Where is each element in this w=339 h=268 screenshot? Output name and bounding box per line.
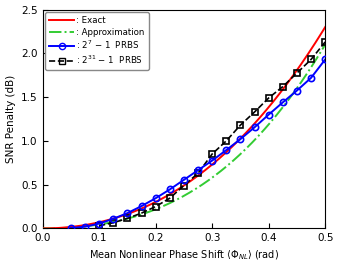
Y-axis label: SNR Penalty (dB): SNR Penalty (dB) — [5, 75, 16, 163]
X-axis label: Mean Nonlinear Phase Shift $\langle\Phi_{NL}\rangle$ (rad): Mean Nonlinear Phase Shift $\langle\Phi_… — [89, 249, 279, 262]
Legend: : Exact, : Approximation, : 2$^7$ − 1  PRBS, : 2$^{31}$ − 1  PRBS: : Exact, : Approximation, : 2$^7$ − 1 PR… — [45, 12, 149, 70]
